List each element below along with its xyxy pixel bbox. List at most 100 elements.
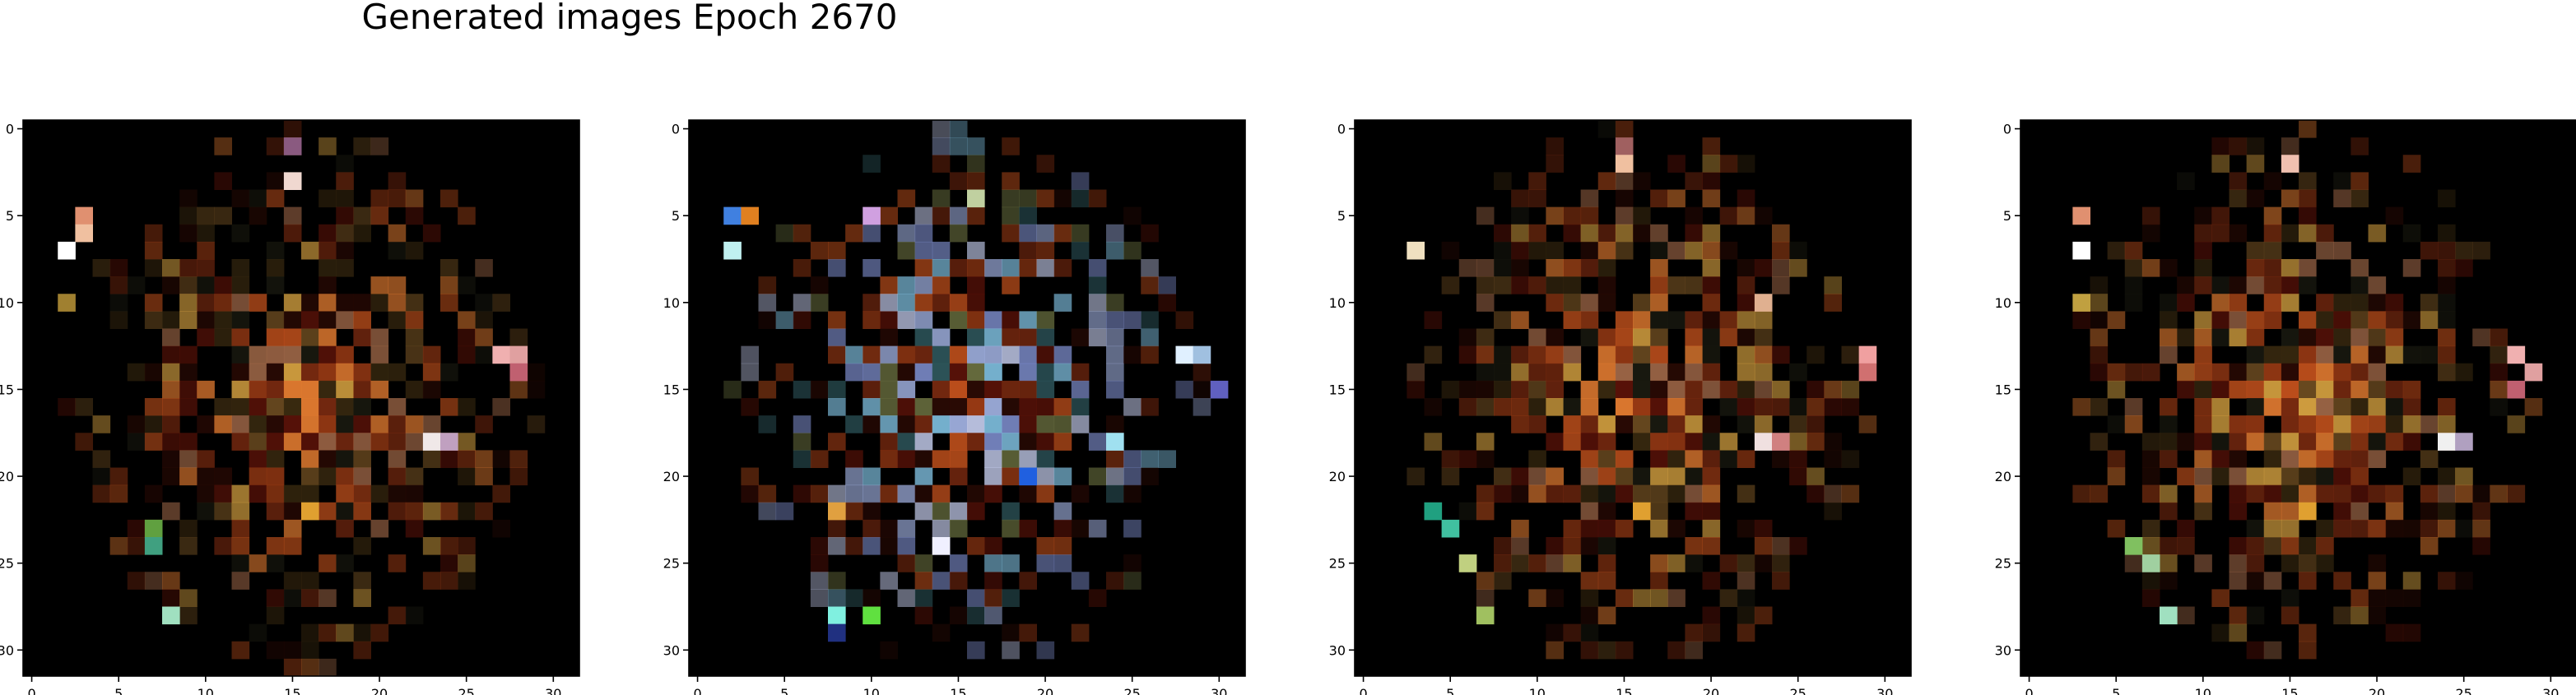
pixel — [2229, 554, 2248, 572]
pixel — [967, 606, 985, 625]
pixel — [1667, 450, 1686, 468]
x-tick: 20 — [1037, 676, 1053, 695]
pixel — [863, 294, 881, 312]
x-tick-label: 25 — [458, 686, 475, 695]
pixel — [283, 415, 302, 433]
pixel — [1685, 484, 1703, 503]
pixel — [2281, 363, 2299, 382]
pixel — [2420, 241, 2439, 260]
pixel — [370, 328, 389, 347]
pixel — [249, 380, 267, 399]
pixel — [2333, 433, 2351, 451]
pixel — [949, 120, 968, 138]
pixel — [1511, 206, 1529, 225]
pixel — [388, 311, 407, 329]
pixel — [388, 224, 407, 243]
pixel — [828, 345, 846, 364]
pixel — [1441, 380, 1460, 399]
pixel — [405, 328, 424, 347]
pixel — [1019, 519, 1037, 538]
pixel — [266, 641, 285, 660]
pixel — [319, 398, 337, 416]
pixel — [162, 363, 180, 382]
pixel — [1597, 259, 1616, 277]
pixel — [301, 641, 319, 660]
pixel — [2263, 206, 2282, 225]
pixel — [1494, 467, 1512, 486]
pixel — [1685, 623, 1703, 642]
pixel — [932, 259, 951, 277]
pixel — [319, 589, 337, 607]
pixel — [1667, 519, 1686, 538]
pixel — [127, 276, 146, 294]
pixel — [1053, 537, 1072, 555]
pixel — [1106, 294, 1124, 312]
pixel — [1580, 467, 1599, 486]
x-tick-label: 15 — [284, 686, 300, 695]
pixel — [845, 484, 863, 503]
pixel — [2385, 589, 2404, 607]
pixel-accent — [75, 224, 93, 243]
pixel — [231, 641, 250, 660]
pixel — [458, 276, 476, 294]
pixel — [214, 137, 232, 155]
y-tick: 5 — [6, 208, 23, 224]
pixel — [266, 554, 285, 572]
pixel — [1511, 311, 1529, 329]
pixel — [109, 294, 128, 312]
pixel — [2455, 467, 2473, 486]
pixel — [967, 589, 985, 607]
pixel — [2316, 467, 2334, 486]
pixel — [1702, 345, 1721, 364]
pixel — [897, 276, 916, 294]
pixel — [949, 502, 968, 521]
pixel — [283, 502, 302, 521]
pixel — [810, 380, 829, 399]
pixel — [2490, 484, 2508, 503]
pixel — [1546, 328, 1564, 347]
pixel — [2246, 311, 2265, 329]
pixel — [2455, 363, 2473, 382]
pixel — [1685, 380, 1703, 399]
pixel — [1719, 554, 1738, 572]
pixel — [336, 484, 354, 503]
pixel — [758, 415, 777, 433]
pixel — [2211, 623, 2230, 642]
pixel — [1511, 554, 1529, 572]
pixel — [2333, 189, 2351, 208]
pixel — [793, 450, 811, 468]
pixel — [1650, 554, 1668, 572]
pixel — [810, 537, 829, 555]
pixel — [1702, 294, 1721, 312]
image-panel-1: 0 5 10 15 20 25 30 0 5 10 15 20 25 30 — [0, 119, 580, 695]
pixel — [845, 589, 863, 607]
pixel — [1772, 537, 1790, 555]
x-tick-label: 20 — [1703, 686, 1719, 695]
pixel — [197, 450, 215, 468]
pixel — [162, 433, 180, 451]
pixel — [197, 467, 215, 486]
pixel — [828, 484, 846, 503]
pixel-accent — [1615, 137, 1634, 155]
pixel — [1597, 467, 1616, 486]
pixel — [214, 537, 232, 555]
pixel — [266, 537, 285, 555]
x-tick-label: 15 — [1616, 686, 1632, 695]
x-tick-label: 15 — [2281, 686, 2298, 695]
pixel — [2141, 224, 2160, 243]
pixel — [2316, 294, 2334, 312]
pixel — [197, 311, 215, 329]
y-tick: 0 — [672, 122, 689, 137]
pixel — [2141, 519, 2160, 538]
pixel — [388, 450, 407, 468]
pixel — [370, 433, 389, 451]
pixel — [336, 502, 354, 521]
pixel — [1772, 224, 1790, 243]
pixel — [1053, 294, 1072, 312]
pixel — [1685, 450, 1703, 468]
pixel — [2333, 363, 2351, 382]
pixel — [2281, 276, 2299, 294]
pixel — [967, 172, 985, 190]
pixel — [1036, 450, 1055, 468]
pixel — [127, 433, 146, 451]
